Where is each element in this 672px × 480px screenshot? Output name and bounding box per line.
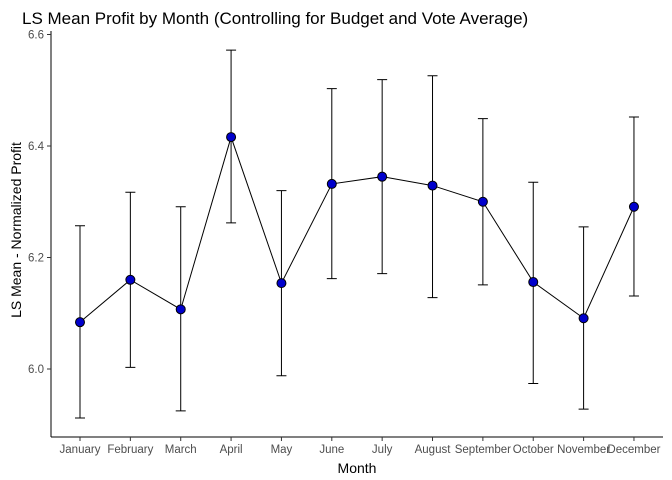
y-tick-label: 6.0 — [28, 364, 44, 376]
x-tick-label: February — [107, 444, 153, 456]
data-point — [578, 313, 589, 324]
data-point — [75, 317, 85, 328]
plot-area: 6.0 6.2 6.4 6.6 January February March April May… — [28, 30, 663, 456]
y-tick-label: 6.6 — [28, 30, 44, 42]
data-point — [628, 201, 639, 212]
data-point — [125, 274, 136, 285]
x-tick-label: August — [415, 444, 452, 456]
y-tick-label: 6.2 — [28, 253, 44, 265]
x-tick-label: January — [60, 444, 101, 456]
x-tick-label: October — [513, 444, 554, 456]
x-axis-title: Month — [338, 460, 377, 476]
x-tick-label: December — [607, 444, 660, 456]
data-point — [226, 132, 237, 143]
data-point — [377, 171, 388, 182]
x-tick-label: June — [319, 444, 344, 456]
x-tick-label: March — [165, 444, 197, 456]
series-line — [79, 135, 635, 323]
data-point — [427, 180, 438, 191]
x-tick-label: May — [271, 444, 293, 456]
x-tick-label: September — [455, 444, 511, 456]
data-point — [276, 278, 287, 289]
y-tick-label: 6.4 — [28, 141, 45, 153]
data-point — [326, 178, 337, 189]
data-point — [528, 277, 539, 288]
chart-title: LS Mean Profit by Month (Controlling for… — [22, 9, 528, 28]
x-tick-label: November — [557, 444, 610, 456]
x-tick-label: July — [372, 444, 393, 456]
data-point — [175, 304, 186, 315]
data-point — [477, 196, 488, 207]
x-tick-label: April — [220, 444, 243, 456]
y-axis-title: LS Mean - Normalized Profit — [8, 142, 24, 318]
